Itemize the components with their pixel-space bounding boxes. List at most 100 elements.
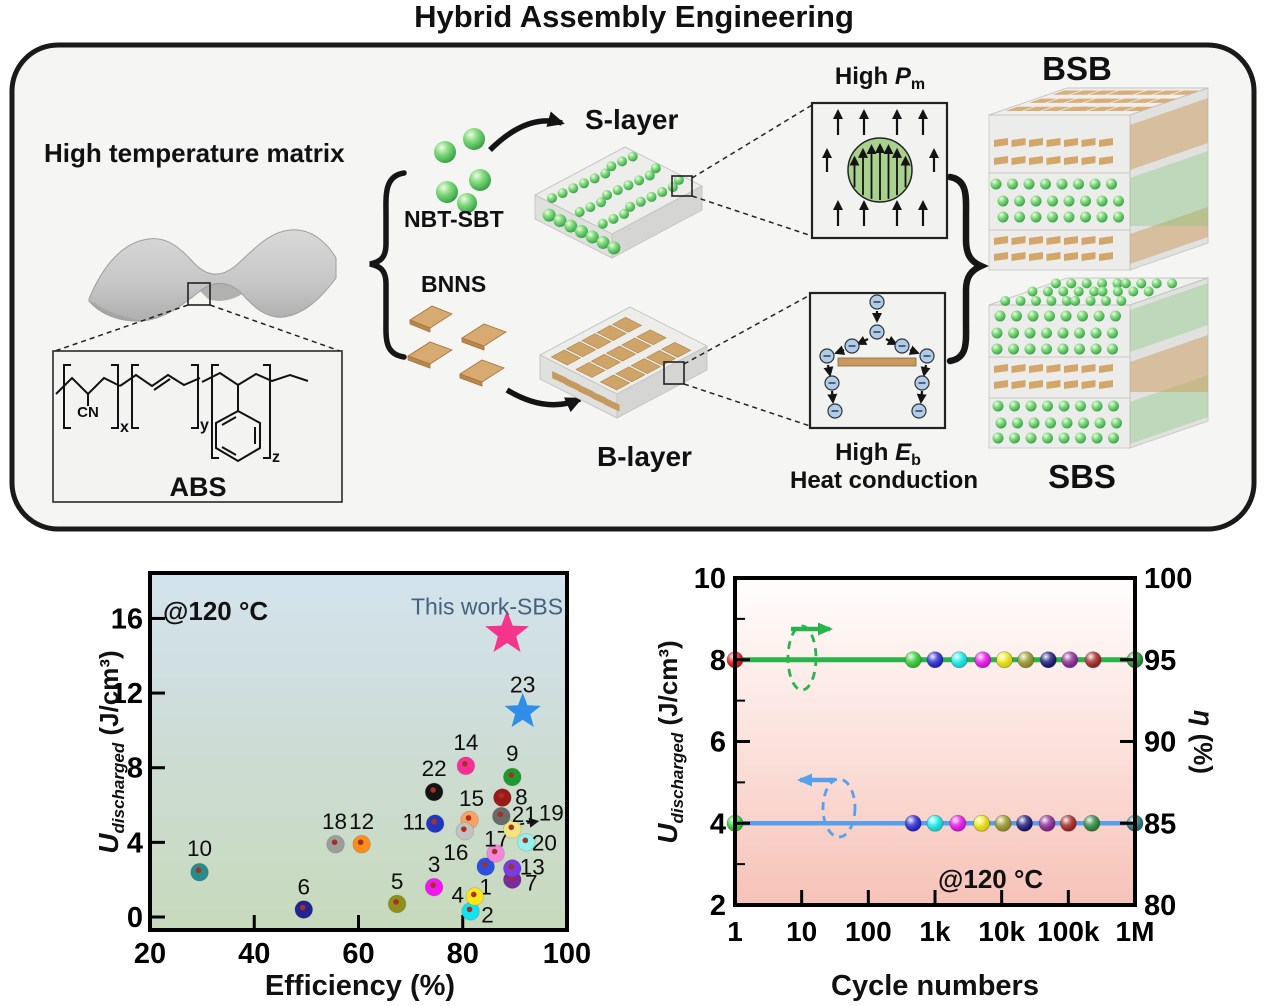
bnns-sheets <box>407 305 507 387</box>
tick-label: 60 <box>342 938 374 970</box>
figure-shape <box>989 172 1130 231</box>
figure-shape <box>578 384 594 399</box>
tick-label: 10 <box>786 916 817 947</box>
figure-shape <box>733 576 1137 907</box>
tick-label: 0 <box>127 902 143 934</box>
figure-shape <box>619 208 630 219</box>
figure-shape <box>635 196 646 207</box>
figure-shape <box>546 192 557 203</box>
data-point-3: 3 <box>424 852 444 897</box>
figure-shape <box>1046 295 1057 306</box>
tick-label: 20 <box>532 830 557 855</box>
figure-shape <box>148 571 569 932</box>
figure-shape <box>602 190 613 200</box>
figure-shape <box>393 899 399 905</box>
figure-shape <box>407 355 431 369</box>
figure-shape <box>542 151 684 255</box>
tick-label: 100 <box>543 938 591 970</box>
high-eb-label: High Eb <box>835 439 921 469</box>
figure-shape <box>916 390 927 404</box>
tick-label: 9 <box>506 741 519 766</box>
tick-label: 16 <box>111 603 143 635</box>
tick-label: 5 <box>391 869 404 894</box>
figure-shape <box>1046 156 1061 165</box>
figure-shape <box>1041 327 1052 339</box>
figure-shape <box>1130 283 1208 352</box>
figure-shape <box>430 787 436 793</box>
figure-shape <box>1100 295 1111 306</box>
arrow-to-s-layer <box>488 111 565 152</box>
figure-shape <box>1085 295 1096 306</box>
figure-shape <box>1015 295 1026 306</box>
figure-shape <box>1136 278 1147 289</box>
b-layer-label: B-layer <box>597 441 692 472</box>
tick-label: 22 <box>422 756 447 781</box>
figure-shape <box>990 90 1208 264</box>
data-point-11: 11 <box>402 810 445 835</box>
figure-shape <box>994 364 1008 373</box>
figure-shape <box>1099 380 1113 389</box>
figure-shape <box>1090 327 1102 339</box>
figure-shape <box>357 839 364 846</box>
figure-shape <box>585 202 596 213</box>
figure-shape <box>1046 138 1061 147</box>
figure-shape <box>908 345 920 355</box>
figure-shape <box>1009 432 1020 444</box>
figure-shape <box>1078 417 1089 429</box>
figure-shape <box>466 906 473 913</box>
figure-shape <box>1041 343 1052 355</box>
figure-shape <box>994 156 1008 165</box>
s-layer-zoom-square <box>671 175 693 197</box>
bnns-label: BNNS <box>421 271 487 297</box>
star-marker: This work-SBS <box>411 593 563 652</box>
cycle-chart: 1 10 100 1k 10k 100k 1M 2 4 6 8 10 80 85 90 95 100 <box>694 563 1193 947</box>
figure-shape <box>1030 211 1042 223</box>
figure-shape <box>1070 295 1081 306</box>
scatter-ylabel: Udischarged (J/cm³) <box>93 650 128 854</box>
figure-shape <box>1027 310 1039 322</box>
figure-shape <box>1011 156 1026 165</box>
figure-shape <box>673 174 684 185</box>
matrix-zoom-square <box>187 282 211 306</box>
figure-shape <box>498 792 505 799</box>
figure-shape <box>1029 380 1043 389</box>
figure-shape <box>995 815 1012 832</box>
tick-label: 6 <box>710 727 726 759</box>
tick-label: 19 <box>539 800 564 825</box>
figure-shape <box>834 345 846 355</box>
figure-shape <box>88 229 337 322</box>
figure-shape <box>661 341 692 358</box>
figure-shape <box>1108 432 1119 444</box>
figure-shape <box>557 188 568 199</box>
tick-label: 1 <box>727 916 743 947</box>
figure-shape <box>1011 380 1026 389</box>
tick-label: 85 <box>1144 808 1176 840</box>
figure-shape <box>621 337 652 354</box>
sbs-structure <box>988 277 1209 449</box>
figure-shape <box>1081 278 1092 289</box>
figure-shape <box>994 310 1006 322</box>
figure-shape <box>606 161 617 172</box>
abs-structure-box <box>52 350 343 503</box>
figure-shape <box>988 304 1131 449</box>
figure-shape <box>211 364 271 459</box>
abs-sub-x: x <box>120 419 129 436</box>
figure-shape <box>550 349 581 366</box>
high-eb-box <box>808 291 947 430</box>
figure-shape <box>1012 417 1023 429</box>
figure-shape <box>1011 364 1026 373</box>
tick-label: 80 <box>447 938 479 970</box>
figure-shape <box>596 197 607 208</box>
figure-shape <box>1073 178 1084 190</box>
cycle-ylabel-left: Udischarged (J/cm³) <box>652 640 687 844</box>
figure-shape <box>1042 432 1053 444</box>
figure-shape <box>827 390 838 404</box>
figure-shape <box>1130 98 1208 170</box>
figure-shape <box>1028 417 1040 429</box>
figure-shape <box>508 863 515 870</box>
series-u_discharged <box>726 814 1144 832</box>
figure-shape <box>627 151 638 162</box>
figure-shape <box>1143 286 1154 297</box>
tick-label: 12 <box>111 678 143 710</box>
